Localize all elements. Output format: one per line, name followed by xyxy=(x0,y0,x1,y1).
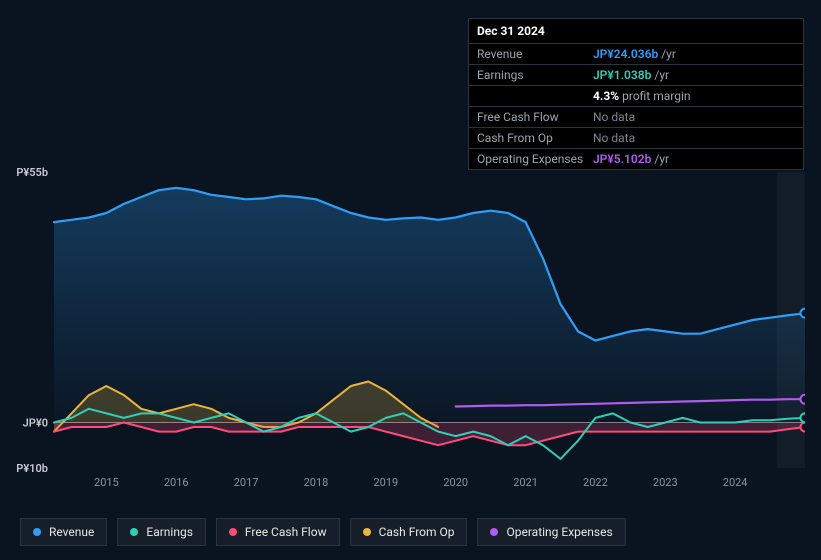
data-tooltip: Dec 31 2024 RevenueJP¥24.036b/yrEarnings… xyxy=(468,18,804,170)
tooltip-value: JP¥1.038b/yr xyxy=(593,68,795,82)
tooltip-value: No data xyxy=(593,110,795,124)
legend-toggle-earnings[interactable]: Earnings xyxy=(117,518,206,546)
legend-label: Earnings xyxy=(146,525,193,539)
legend-dot-icon xyxy=(229,528,237,536)
chart-legend: Revenue Earnings Free Cash Flow Cash From O… xyxy=(20,518,626,546)
svg-text:2022: 2022 xyxy=(583,476,608,489)
tooltip-row-earnings: EarningsJP¥1.038b/yr xyxy=(469,65,803,86)
svg-text:JP¥55b: JP¥55b xyxy=(16,166,48,179)
legend-label: Operating Expenses xyxy=(506,525,612,539)
svg-text:2023: 2023 xyxy=(653,476,678,489)
legend-dot-icon xyxy=(490,528,498,536)
tooltip-value: JP¥24.036b/yr xyxy=(593,47,795,61)
legend-toggle-opex[interactable]: Operating Expenses xyxy=(477,518,625,546)
tooltip-row-revenue: RevenueJP¥24.036b/yr xyxy=(469,44,803,65)
svg-text:-JP¥10b: -JP¥10b xyxy=(16,462,48,475)
svg-text:2018: 2018 xyxy=(304,476,329,489)
tooltip-rows: RevenueJP¥24.036b/yrEarningsJP¥1.038b/yr… xyxy=(469,44,803,169)
legend-dot-icon xyxy=(33,528,41,536)
chart-svg: JP¥55b JP¥0 -JP¥10b 2015 2016 2017 2018 2019 202… xyxy=(16,160,805,505)
svg-text:2021: 2021 xyxy=(513,476,538,489)
tooltip-label xyxy=(477,89,593,103)
svg-text:2016: 2016 xyxy=(164,476,189,489)
tooltip-row-fcf: Free Cash FlowNo data xyxy=(469,107,803,128)
svg-text:2020: 2020 xyxy=(443,476,468,489)
legend-toggle-revenue[interactable]: Revenue xyxy=(20,518,107,546)
svg-text:2015: 2015 xyxy=(94,476,119,489)
legend-toggle-fcf[interactable]: Free Cash Flow xyxy=(216,518,340,546)
tooltip-value: No data xyxy=(593,131,795,145)
legend-toggle-cfo[interactable]: Cash From Op xyxy=(350,518,468,546)
tooltip-label: Earnings xyxy=(477,68,593,82)
financials-chart[interactable]: JP¥55b JP¥0 -JP¥10b 2015 2016 2017 2018 2019 202… xyxy=(16,160,805,505)
legend-dot-icon xyxy=(363,528,371,536)
tooltip-row-cfo: Cash From OpNo data xyxy=(469,128,803,149)
legend-label: Cash From Op xyxy=(379,525,455,539)
legend-label: Revenue xyxy=(49,525,94,539)
svg-text:2017: 2017 xyxy=(234,476,259,489)
svg-text:2024: 2024 xyxy=(723,476,748,489)
legend-dot-icon xyxy=(130,528,138,536)
tooltip-date: Dec 31 2024 xyxy=(469,19,803,44)
svg-text:2019: 2019 xyxy=(373,476,398,489)
svg-text:JP¥0: JP¥0 xyxy=(23,416,48,429)
tooltip-label: Free Cash Flow xyxy=(477,110,593,124)
tooltip-value: 4.3%profit margin xyxy=(593,89,795,103)
legend-label: Free Cash Flow xyxy=(245,525,327,539)
tooltip-row-margin: 4.3%profit margin xyxy=(469,86,803,107)
tooltip-label: Cash From Op xyxy=(477,131,593,145)
tooltip-label: Revenue xyxy=(477,47,593,61)
